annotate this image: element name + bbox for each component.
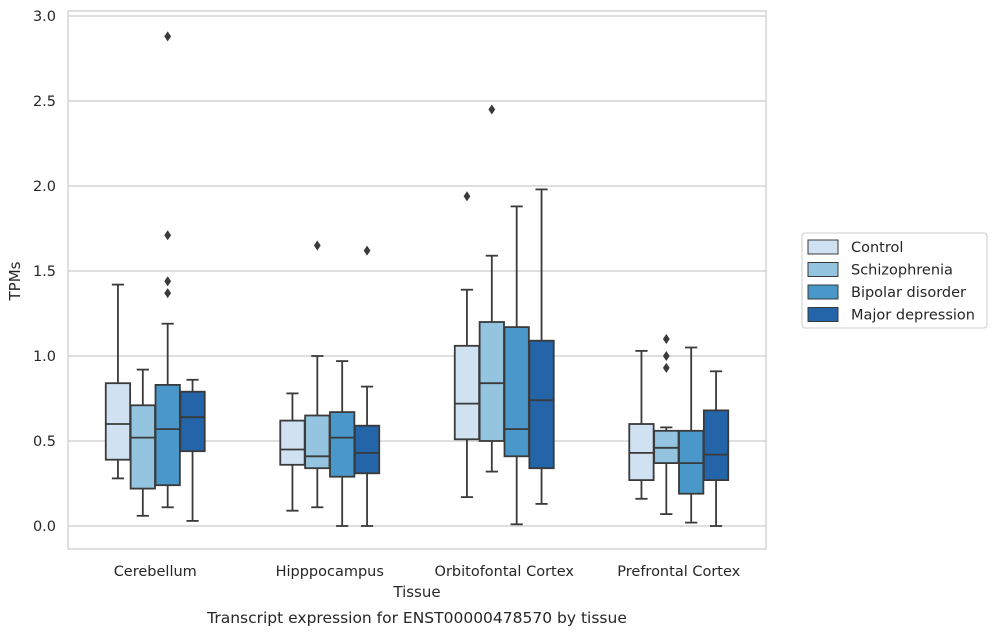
box-plot bbox=[179, 378, 206, 522]
legend: Control Schizophrenia Bipolar disorder Majo… bbox=[801, 232, 988, 329]
outlier-marker bbox=[488, 104, 496, 115]
y-tick-label: 1.5 bbox=[33, 264, 56, 280]
box-iqr bbox=[179, 390, 206, 453]
outlier-marker bbox=[313, 240, 321, 251]
box-iqr bbox=[104, 382, 132, 461]
box-iqr bbox=[154, 383, 181, 487]
outlier-marker bbox=[363, 245, 371, 256]
y-axis-label: TPMs bbox=[6, 261, 24, 301]
y-tick-label: 2.0 bbox=[33, 179, 56, 195]
legend-swatch bbox=[807, 284, 839, 300]
y-tick-labels: 0.0 0.5 1.0 1.5 2.0 2.5 3.0 bbox=[33, 9, 56, 535]
legend-label: Control bbox=[851, 240, 903, 256]
box-plot bbox=[678, 346, 705, 524]
box-groups bbox=[104, 31, 730, 527]
box-iqr bbox=[279, 419, 306, 466]
box-iqr bbox=[453, 344, 481, 441]
legend-label: Schizophrenia bbox=[851, 263, 953, 279]
legend-items: Control Schizophrenia Bipolar disorder Majo… bbox=[807, 239, 975, 324]
outlier-marker bbox=[164, 230, 172, 241]
box-iqr bbox=[304, 414, 331, 470]
x-tick-label: Orbitofontal Cortex bbox=[435, 564, 575, 580]
box-plot bbox=[628, 349, 655, 500]
y-tick-label: 0.0 bbox=[33, 519, 56, 535]
box-plot bbox=[279, 392, 306, 512]
box-iqr bbox=[702, 409, 730, 481]
box-plot bbox=[478, 104, 505, 473]
y-tick-label: 2.5 bbox=[33, 94, 56, 110]
plot-frame bbox=[67, 10, 767, 550]
box-iqr bbox=[478, 321, 505, 442]
box-plot bbox=[702, 370, 730, 527]
box-iqr bbox=[129, 404, 156, 490]
legend-frame bbox=[801, 232, 988, 329]
legend-swatch bbox=[807, 239, 839, 255]
y-tick-label: 3.0 bbox=[33, 9, 56, 25]
outlier-marker bbox=[662, 334, 670, 344]
legend-swatch bbox=[807, 307, 839, 322]
x-tick-label: Cerebellum bbox=[114, 564, 197, 580]
box-iqr bbox=[329, 411, 356, 478]
box-plot bbox=[129, 368, 156, 517]
box-iqr bbox=[528, 339, 555, 470]
box-plot bbox=[528, 188, 555, 505]
box-plot bbox=[503, 205, 530, 526]
y-tick-label: 1.0 bbox=[33, 349, 56, 365]
outlier-marker bbox=[164, 276, 172, 287]
x-axis-label: Tissue bbox=[392, 583, 440, 601]
figure-caption: Transcript expression for ENST0000047857… bbox=[206, 609, 627, 627]
legend-label: Major depression bbox=[851, 308, 975, 324]
outlier-marker bbox=[463, 191, 471, 202]
outlier-marker bbox=[164, 288, 172, 299]
x-tick-label: Hipppocampus bbox=[276, 564, 384, 580]
box-plot bbox=[154, 31, 181, 509]
box-iqr bbox=[353, 424, 381, 475]
legend-label: Bipolar disorder bbox=[851, 285, 966, 301]
outlier-marker bbox=[662, 362, 670, 373]
box-plot bbox=[353, 245, 381, 527]
outlier-marker bbox=[164, 31, 172, 42]
x-tick-labels: Cerebellum Hipppocampus Orbitofontal Corte… bbox=[114, 564, 741, 580]
outlier-marker bbox=[662, 351, 670, 361]
box-plot bbox=[653, 334, 680, 515]
legend-swatch bbox=[807, 262, 839, 277]
box-iqr bbox=[503, 326, 530, 458]
y-tick-label: 0.5 bbox=[33, 434, 56, 450]
x-tick-label: Prefrontal Cortex bbox=[617, 564, 740, 580]
